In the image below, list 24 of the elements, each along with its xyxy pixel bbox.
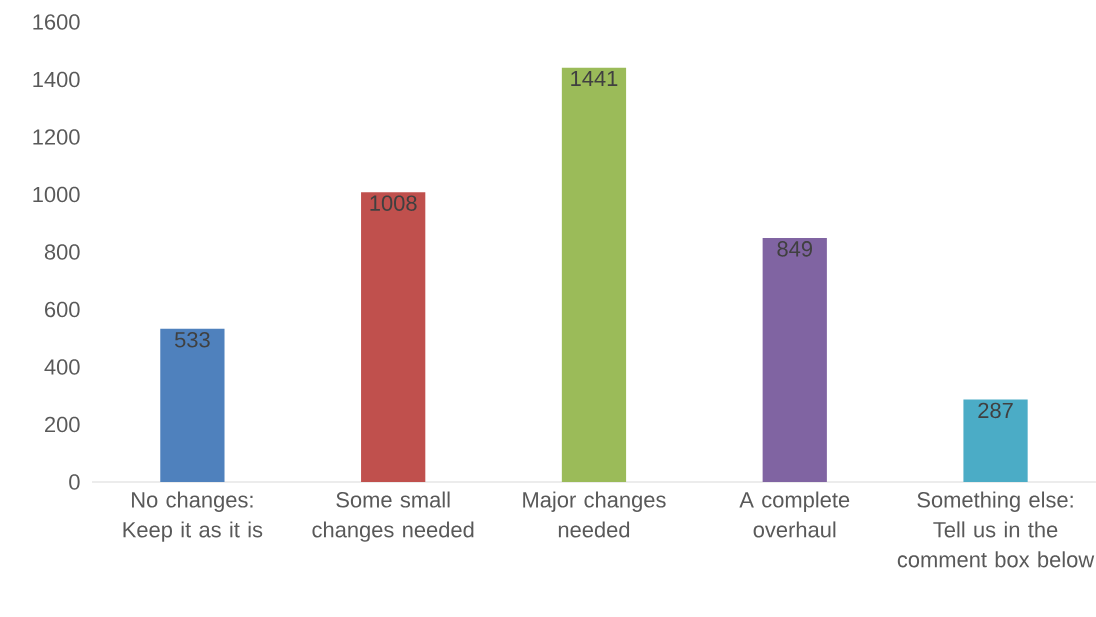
data-label: 1441: [571, 70, 618, 86]
y-tick-label: 1400: [33, 71, 80, 88]
bar: [963, 399, 1028, 482]
data-label: 533: [174, 331, 210, 348]
x-tick-label: Some small changes needed: [312, 491, 474, 542]
bar: [561, 67, 627, 482]
x-tick-label: A complete overhaul: [739, 491, 850, 538]
data-label: 287: [978, 402, 1013, 419]
y-tick-label: 0: [69, 474, 80, 490]
x-tick-label: No changes: Keep it as it is: [123, 491, 263, 542]
x-tick-label: Major changes needed: [523, 491, 666, 538]
data-label: 1008: [370, 195, 417, 211]
x-tick-label: Something else: Tell us in the comment box below: [897, 491, 1095, 568]
y-tick-label: 1200: [33, 129, 80, 145]
y-tick-label: 1000: [33, 186, 80, 203]
bar: [762, 237, 827, 482]
data-label: 849: [777, 241, 812, 257]
y-tick-label: 200: [45, 416, 80, 433]
y-tick-label: 1600: [33, 14, 80, 30]
bar: [160, 328, 225, 482]
y-tick-label: 400: [44, 359, 80, 375]
y-tick-label: 800: [44, 244, 80, 260]
y-tick-label: 600: [45, 301, 80, 318]
bar: [361, 192, 426, 482]
